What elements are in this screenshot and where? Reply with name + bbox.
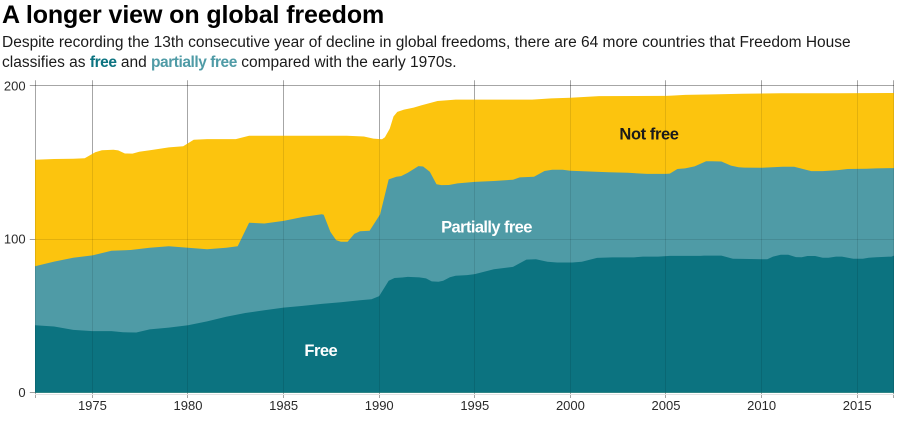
svg-text:Free: Free — [304, 342, 337, 360]
svg-text:2000: 2000 — [556, 398, 585, 413]
svg-text:1980: 1980 — [174, 398, 203, 413]
svg-text:2005: 2005 — [652, 398, 681, 413]
svg-text:2010: 2010 — [747, 398, 776, 413]
svg-text:1995: 1995 — [460, 398, 489, 413]
svg-text:Partially free: Partially free — [441, 219, 532, 237]
svg-text:Not free: Not free — [619, 126, 678, 144]
svg-text:200: 200 — [4, 78, 26, 93]
svg-text:1990: 1990 — [365, 398, 394, 413]
svg-text:2015: 2015 — [843, 398, 872, 413]
svg-text:100: 100 — [4, 232, 26, 247]
svg-text:1975: 1975 — [78, 398, 107, 413]
svg-text:0: 0 — [18, 385, 25, 400]
svg-text:1985: 1985 — [269, 398, 298, 413]
